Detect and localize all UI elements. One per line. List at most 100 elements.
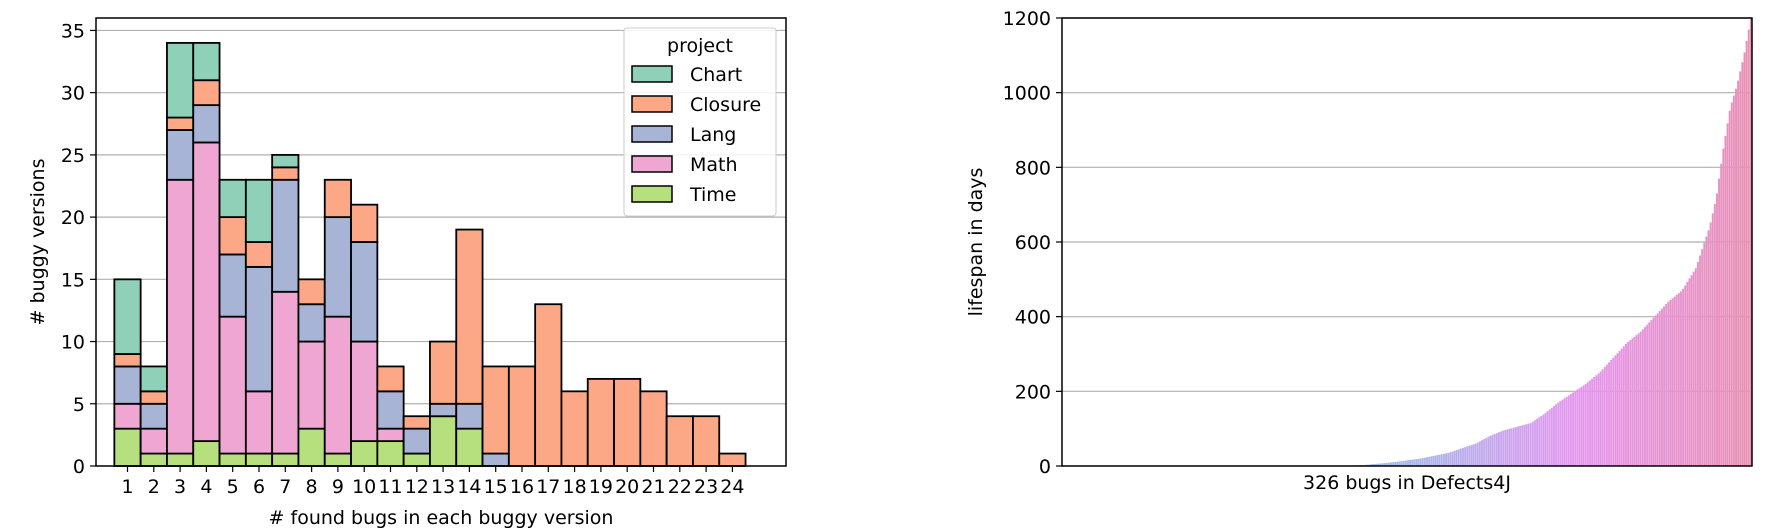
bar-segment-math [350,340,379,443]
bar-segment-lang [429,402,458,418]
lifespan-bar [1455,450,1458,466]
lifespan-bar [1593,376,1596,466]
right-y-tick-label: 0 [1039,456,1051,478]
legend-items: Chart Closure Lang Math Time [631,64,761,206]
lifespan-bar [1476,442,1479,466]
lifespan-bar [1658,310,1661,466]
left-x-tick-label: 3 [174,476,186,498]
bar-segment-time [113,427,142,467]
bar-segment-time [218,452,247,467]
lifespan-bar [1514,427,1517,466]
lifespan-bar [1563,398,1566,466]
lifespan-bar [1705,236,1708,466]
lifespan-bar [1673,296,1676,466]
lifespan-bar [1629,340,1632,466]
bar-segment-time [429,415,458,467]
bar-segment-chart [166,41,195,119]
bar-segment-closure [481,365,510,455]
lifespan-bar [1635,335,1638,466]
bar-segment-chart [244,178,274,243]
lifespan-bar [1557,402,1560,466]
lifespan-bar [1686,281,1689,466]
lifespan-bar [1489,435,1492,466]
bar-segment-lang [218,253,247,318]
lifespan-bar [1504,429,1507,466]
right-y-tick-label: 1000 [1003,83,1051,105]
lifespan-bar [1692,271,1695,466]
lifespan-bar [1648,322,1651,466]
lifespan-bar [1368,464,1371,466]
bar-segment-lang [376,390,405,430]
bar-segment-time [402,452,431,467]
lifespan-bar [1544,412,1547,466]
left-y-axis-label: # buggy versions [27,159,49,326]
bar-segment-time [323,452,352,467]
lifespan-bar [1542,414,1545,466]
legend-label-math: Math [690,154,738,176]
lifespan-bar [1527,423,1530,466]
lifespan-bar [1548,409,1551,466]
bar-segment-closure [507,365,537,467]
lifespan-bar [1523,424,1526,466]
lifespan-bar [1402,460,1405,466]
lifespan-bar [1680,291,1682,466]
lifespan-bar [1574,391,1577,466]
bar-segment-closure [455,228,484,405]
right-x-axis-label: 326 bugs in Defects4J [1303,472,1511,494]
left-x-ticks: 1 2 3 4 5 6 7 8 9 10 11 12 13 14 15 16 17 18 19 20 21 22 23 24 [121,466,744,498]
lifespan-bar [1529,423,1532,466]
lifespan-bar [1409,459,1412,466]
lifespan-bar [1462,447,1464,466]
lifespan-bar [1491,434,1494,466]
legend-swatch-lang [631,125,673,143]
lifespan-bar [1584,383,1587,466]
lifespan-bar [1646,324,1649,466]
left-x-tick-label: 4 [200,476,212,498]
lifespan-bar [1610,360,1613,466]
left-x-tick-label: 2 [148,476,160,498]
bar-segment-closure [586,377,615,467]
lifespan-bar [1603,366,1606,466]
lifespan-bar [1400,461,1403,466]
lifespan-bar [1616,353,1619,466]
lifespan-bar-chart: 0 200 400 600 800 1000 1200 326 bugs in Defect… [965,8,1753,494]
lifespan-bar [1572,392,1574,466]
bar-segment-lang [481,452,510,467]
lifespan-bar [1677,293,1680,466]
bar-segment-time [244,452,274,467]
bar-segment-time [192,440,221,467]
right-y-tick-label: 600 [1015,232,1051,254]
bar-segment-lang [455,402,484,430]
bar-segment-lang [244,265,274,393]
lifespan-bar [1533,420,1536,466]
lifespan-bar [1387,462,1390,466]
lifespan-bar [1576,389,1579,466]
left-x-tick-label: 17 [536,476,560,498]
lifespan-bar [1707,230,1710,466]
lifespan-bar [1741,62,1744,466]
lifespan-bar [1506,429,1509,466]
bar-segment-chart [113,278,142,355]
left-y-tick-label: 35 [61,20,85,42]
lifespan-bar [1517,426,1519,466]
bar-segment-chart [271,153,300,169]
lifespan-bar [1728,110,1731,466]
lifespan-bar [1472,444,1475,466]
lifespan-bar [1627,341,1630,466]
lifespan-bar [1474,443,1477,466]
bar-segment-lang [402,427,431,455]
bar-segment-time [271,452,300,467]
right-bars [1062,18,1752,467]
lifespan-bar [1652,317,1655,466]
lifespan-bar [1453,450,1456,466]
bar-segment-time [350,440,379,467]
lifespan-bar [1413,459,1416,466]
lifespan-bar [1487,436,1490,466]
bar-segment-closure [534,303,563,467]
lifespan-bar [1555,404,1558,466]
left-bars [113,41,747,467]
lifespan-bar [1404,460,1407,466]
lifespan-bar [1663,306,1666,466]
lifespan-bar [1743,52,1746,466]
bar-segment-time [455,427,484,467]
